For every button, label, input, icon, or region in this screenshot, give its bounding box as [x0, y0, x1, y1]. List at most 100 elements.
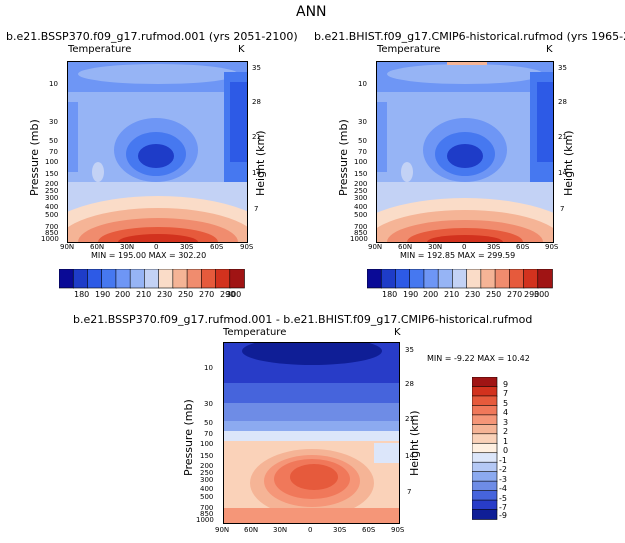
- colorbar-swatch: [466, 269, 482, 289]
- colorbar-swatch: [472, 490, 498, 501]
- panel3-variable: Temperature: [223, 327, 287, 338]
- panel3-ptick: 70: [204, 430, 213, 438]
- panel1-htick: 14: [252, 169, 261, 177]
- panel3-lattick: 90S: [391, 526, 405, 534]
- colorbar-swatch: [494, 269, 511, 289]
- colorbar-swatch: [72, 269, 89, 289]
- panel3-htick: 28: [405, 380, 414, 388]
- panel3-cbar-label: -5: [499, 494, 507, 503]
- panel3-colorbar-swatches: [472, 377, 498, 520]
- panel1-fill-top-band: [78, 64, 238, 84]
- panel1-cbar-label: 250: [178, 290, 194, 299]
- panel3-ptick: 400: [200, 485, 214, 493]
- panel3-htick: 35: [405, 346, 414, 354]
- panel1-plot: [67, 61, 248, 243]
- colorbar-swatch: [437, 269, 454, 289]
- panel1-colorbar-swatches: [59, 269, 245, 289]
- panel2-fill-spole-core: [537, 82, 553, 162]
- panel3-cbar-label: 4: [503, 408, 509, 417]
- panel3-ptick: 700: [200, 504, 214, 512]
- panel3-ptick: 300: [200, 476, 214, 484]
- panel2-minmax: MIN = 192.85 MAX = 299.59: [400, 251, 516, 260]
- panel3-plot: [223, 342, 400, 524]
- panel2-lattick: 60S: [516, 243, 530, 251]
- colorbar-swatch: [472, 509, 498, 520]
- panel3-fill-surface: [224, 508, 399, 523]
- panel1-colorbar: [59, 269, 245, 289]
- panel2-colorbar-swatches: [367, 269, 553, 289]
- colorbar-swatch: [472, 433, 498, 445]
- panel3-cbar-label: -3: [499, 475, 507, 484]
- colorbar-swatch: [215, 269, 231, 289]
- panel2-ptick: 30: [358, 118, 367, 126]
- colorbar-swatch: [509, 269, 525, 289]
- panel2-lattick: 30N: [428, 243, 443, 251]
- panel1-lattick: 30N: [120, 243, 135, 251]
- panel2-htick: 14: [558, 169, 567, 177]
- colorbar-swatch: [409, 269, 425, 289]
- panel1-ptick: 400: [45, 203, 59, 211]
- panel1-ptick: 70: [49, 148, 58, 156]
- panel2-ptick: 500: [354, 211, 368, 219]
- panel1-fill-l6: [118, 234, 198, 242]
- panel3-cbar-label: 2: [503, 427, 509, 436]
- panel3-fill-l8: [290, 464, 338, 490]
- panel2-htick: 28: [558, 98, 567, 106]
- panel3-ptick: 50: [204, 419, 213, 427]
- panel3-lattick: 90N: [215, 526, 230, 534]
- panel2-ptick: 850: [354, 229, 368, 237]
- panel1-contour: [68, 62, 247, 242]
- panel1-lattick: 90N: [60, 243, 75, 251]
- panel1-lattick: 60S: [210, 243, 224, 251]
- panel3-contour: [224, 343, 399, 523]
- colorbar-swatch: [129, 269, 146, 289]
- panel2-lattick: 60N: [398, 243, 413, 251]
- panel1-cbar-label: 270: [199, 290, 215, 299]
- panel2-cbar-label: 250: [486, 290, 502, 299]
- panel2-htick: 35: [558, 64, 567, 72]
- panel2-cbar-label: 180: [382, 290, 398, 299]
- panel2-ptick: 300: [354, 194, 368, 202]
- panel3-cbar-label: -4: [499, 484, 507, 493]
- panel2-ptick: 200: [354, 180, 368, 188]
- panel1-fill-tropo-3: [138, 144, 174, 168]
- colorbar-swatch: [158, 269, 174, 289]
- panel1-minmax: MIN = 195.00 MAX = 302.20: [91, 251, 207, 260]
- colorbar-swatch: [472, 480, 498, 492]
- panel1-cbar-label: 290: [220, 290, 236, 299]
- panel3-cbar-label: 3: [503, 418, 509, 427]
- panel3-ptick: 250: [200, 469, 214, 477]
- panel2-ptick: 70: [358, 148, 367, 156]
- panel3-htick: 21: [405, 415, 414, 423]
- colorbar-swatch: [201, 269, 217, 289]
- panel3-cbar-label: 9: [503, 380, 509, 389]
- panel1-lattick: 0: [154, 243, 159, 251]
- panel1-units: K: [238, 44, 245, 55]
- panel3-cbar-label: -1: [499, 456, 507, 465]
- panel2-cbar-label: 200: [423, 290, 439, 299]
- panel1-ptick: 10: [49, 80, 58, 88]
- panel1-cbar-label: 210: [136, 290, 152, 299]
- panel1-cbar-label: 230: [157, 290, 173, 299]
- panel2-lattick: 90S: [545, 243, 559, 251]
- panel1-ptick: 200: [45, 180, 59, 188]
- panel3-ptick: 850: [200, 510, 214, 518]
- panel3-ptick: 500: [200, 493, 214, 501]
- panel2-fill-npole: [377, 102, 387, 172]
- panel3-cbar-label: -7: [499, 503, 507, 512]
- panel1-ptick: 50: [49, 137, 58, 145]
- colorbar-swatch: [472, 377, 498, 388]
- panel2-ptick: 100: [354, 158, 368, 166]
- colorbar-swatch: [452, 269, 468, 289]
- panel3-cbar-label: 1: [503, 437, 509, 446]
- panel1-ptick: 850: [45, 229, 59, 237]
- panel3-cbar-label: -9: [499, 511, 507, 520]
- panel2-fill-top-band: [387, 64, 543, 84]
- colorbar-swatch: [472, 471, 498, 482]
- panel3-lattick: 60N: [244, 526, 259, 534]
- panel1-cbar-label: 190: [95, 290, 111, 299]
- panel3-colorbar: [472, 377, 498, 520]
- panel1-ptick: 700: [45, 223, 59, 231]
- panel2-lattick: 90N: [368, 243, 383, 251]
- panel3-ptick: 150: [200, 452, 214, 460]
